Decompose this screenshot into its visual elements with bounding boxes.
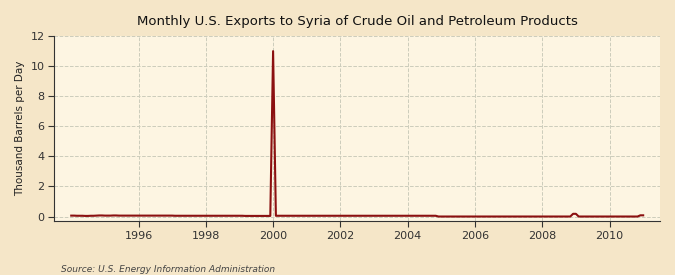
Title: Monthly U.S. Exports to Syria of Crude Oil and Petroleum Products: Monthly U.S. Exports to Syria of Crude O… [137,15,578,28]
Text: Source: U.S. Energy Information Administration: Source: U.S. Energy Information Administ… [61,265,275,274]
Y-axis label: Thousand Barrels per Day: Thousand Barrels per Day [15,61,25,196]
